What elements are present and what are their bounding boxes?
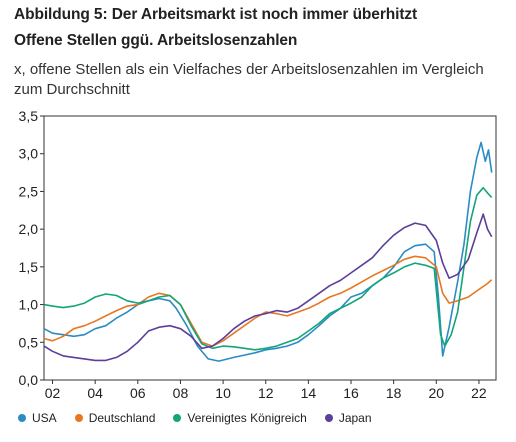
line-chart: 0,0 0,5 1,0 1,5 2,0 2,5 3,0 3,5 02 04 06 08 10 12 14 16… bbox=[19, 108, 497, 401]
y-tick-label: 0,5 bbox=[19, 334, 39, 350]
y-tick-label: 1,0 bbox=[19, 297, 39, 313]
y-tick-label: 2,5 bbox=[19, 183, 39, 199]
y-tick-label: 0,0 bbox=[19, 372, 39, 388]
x-tick-label: 20 bbox=[429, 385, 445, 401]
legend-marker bbox=[173, 414, 182, 422]
series-line-usa bbox=[43, 141, 493, 362]
series-line-deutschland bbox=[43, 255, 493, 347]
x-tick-label: 14 bbox=[301, 385, 317, 401]
x-tick-label: 02 bbox=[45, 385, 61, 401]
legend-label: Deutschland bbox=[88, 411, 156, 425]
y-tick-label: 2,0 bbox=[19, 221, 39, 237]
x-tick-label: 22 bbox=[471, 385, 487, 401]
series-line-japan bbox=[43, 213, 493, 362]
chart-title: Abbildung 5: Der Arbeitsmarkt ist noch i… bbox=[14, 6, 418, 23]
x-tick-label: 06 bbox=[130, 385, 146, 401]
legend-marker bbox=[74, 414, 83, 422]
legend-item: Japan bbox=[324, 411, 372, 425]
y-tick-label: 3,0 bbox=[19, 146, 39, 162]
plot-frame bbox=[43, 115, 497, 381]
x-tick-label: 10 bbox=[215, 385, 231, 401]
x-tick-label: 04 bbox=[87, 385, 103, 401]
legend-item: Deutschland bbox=[74, 411, 156, 425]
legend-item: USA bbox=[18, 411, 57, 425]
x-tick-label: 16 bbox=[343, 385, 359, 401]
series-line-vereinigtes-k-nigreich bbox=[43, 186, 493, 351]
legend-label: USA bbox=[32, 411, 57, 425]
legend-label: Japan bbox=[338, 411, 372, 425]
x-tick-label: 18 bbox=[386, 385, 402, 401]
legend: USA Deutschland Vereinigtes Königreich Japa… bbox=[18, 411, 390, 425]
legend-label: Vereinigtes Königreich bbox=[187, 411, 307, 425]
chart-subtitle: Offene Stellen ggü. Arbeitslosenzahlen bbox=[14, 32, 298, 49]
x-tick-label: 08 bbox=[173, 385, 189, 401]
y-tick-label: 1,5 bbox=[19, 259, 39, 275]
legend-marker bbox=[324, 414, 333, 422]
x-tick-label: 12 bbox=[258, 385, 274, 401]
unit-description: x, offene Stellen als ein Vielfaches der… bbox=[14, 61, 484, 98]
legend-item: Vereinigtes Königreich bbox=[173, 411, 307, 425]
legend-marker bbox=[18, 414, 26, 422]
y-tick-label: 3,5 bbox=[19, 108, 39, 124]
